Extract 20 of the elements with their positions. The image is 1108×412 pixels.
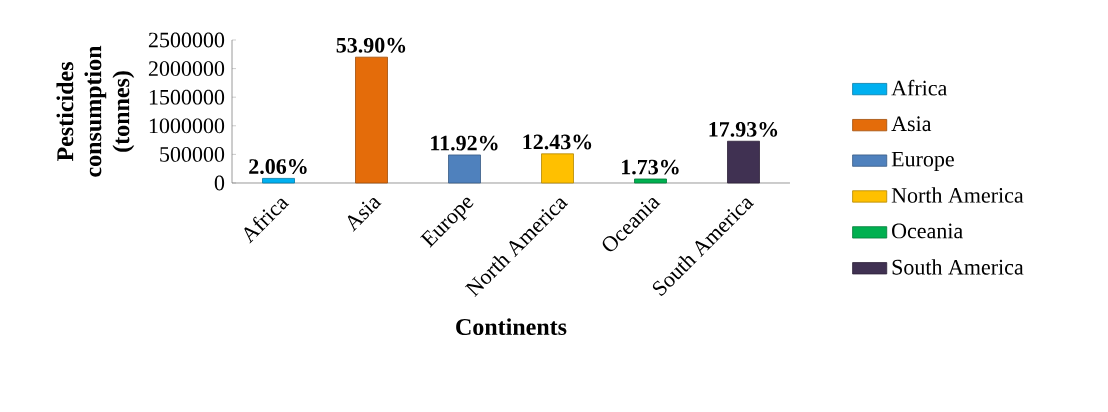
legend-label: North America — [891, 187, 1024, 203]
x-axis-title: Continents — [456, 318, 567, 336]
annotation: 2.06% — [249, 159, 307, 175]
legend-label: Europe — [891, 151, 954, 171]
y-axis-title: Pesticides consumption (tonnes) — [56, 45, 135, 177]
annotation: 1.73% — [622, 159, 679, 175]
y-tick-label: 1500000 — [149, 89, 225, 105]
annotation: 11.92% — [431, 135, 498, 151]
annotation: 17.93% — [709, 121, 778, 137]
legend-label: Africa — [891, 79, 948, 96]
legend-label: South America — [892, 259, 1024, 275]
y-tick-label: 500000 — [160, 146, 225, 162]
annotation: 53.90% — [336, 37, 406, 53]
y-tick-label: 0 — [214, 175, 225, 191]
y-tick-label: 2500000 — [148, 32, 225, 48]
x-tick-label: Asia — [347, 198, 382, 232]
annotation: 12.43% — [523, 134, 592, 150]
y-tick-label: 2000000 — [148, 61, 225, 77]
y-tick-label: 1000000 — [149, 118, 225, 134]
legend-label: Asia — [891, 116, 932, 132]
